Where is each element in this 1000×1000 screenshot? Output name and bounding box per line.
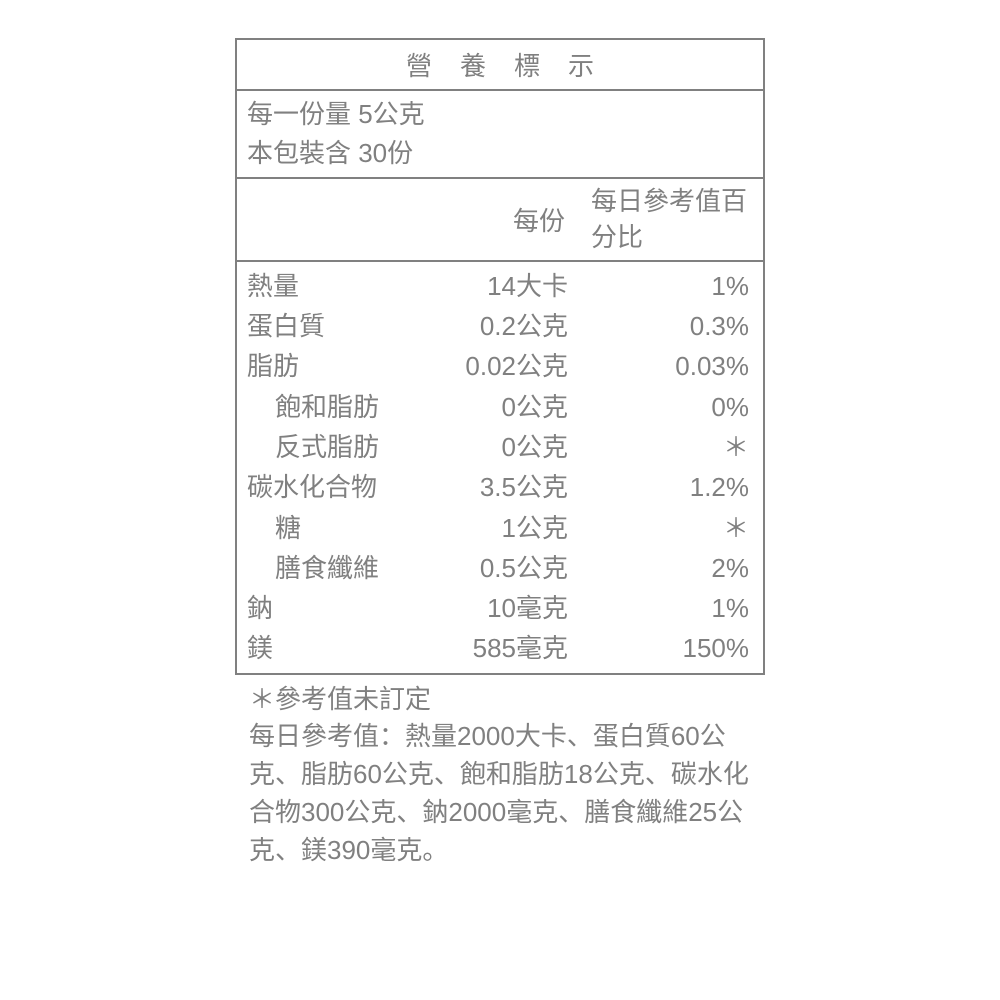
nutrient-percent: 2% bbox=[592, 548, 753, 588]
nutrient-name: 碳水化合物 bbox=[247, 467, 422, 507]
nutrient-name: 鈉 bbox=[247, 588, 422, 628]
nutrient-percent: 150% bbox=[592, 628, 753, 668]
footnotes: ＊參考值未訂定 每日參考值：熱量2000大卡、蛋白質60公克、脂肪60公克、飽和… bbox=[235, 675, 765, 869]
nutrient-value: 585毫克 bbox=[422, 628, 592, 668]
header-col-nutrient bbox=[237, 179, 417, 260]
nutrient-row: 反式脂肪0公克＊ bbox=[237, 427, 763, 467]
nutrient-row: 熱量14大卡1% bbox=[237, 266, 763, 306]
nutrient-value: 3.5公克 bbox=[422, 467, 592, 507]
nutrient-percent: 1.2% bbox=[592, 467, 753, 507]
table-title: 營養標示 bbox=[237, 40, 763, 91]
nutrient-row: 飽和脂肪0公克0% bbox=[237, 387, 763, 427]
nutrition-facts-container: 營養標示 每一份量 5公克 本包裝含 30份 每份 每日參考值百分比 熱量14大… bbox=[235, 38, 765, 869]
nutrient-name: 糖 bbox=[247, 508, 422, 548]
nutrition-table: 營養標示 每一份量 5公克 本包裝含 30份 每份 每日參考值百分比 熱量14大… bbox=[235, 38, 765, 675]
nutrient-row: 碳水化合物3.5公克1.2% bbox=[237, 467, 763, 507]
nutrient-value: 10毫克 bbox=[422, 588, 592, 628]
nutrient-row: 鈉10毫克1% bbox=[237, 588, 763, 628]
nutrient-percent: ＊ bbox=[592, 427, 753, 467]
nutrient-value: 0.02公克 bbox=[422, 346, 592, 386]
nutrient-value: 0.2公克 bbox=[422, 306, 592, 346]
nutrient-row: 脂肪0.02公克0.03% bbox=[237, 346, 763, 386]
nutrient-percent: 1% bbox=[592, 266, 753, 306]
footnote-daily-values: 每日參考值：熱量2000大卡、蛋白質60公克、脂肪60公克、飽和脂肪18公克、碳… bbox=[249, 718, 755, 869]
nutrient-value: 14大卡 bbox=[422, 266, 592, 306]
servings-per-container: 本包裝含 30份 bbox=[247, 134, 753, 173]
nutrient-name: 飽和脂肪 bbox=[247, 387, 422, 427]
nutrient-value: 0.5公克 bbox=[422, 548, 592, 588]
footnote-asterisk: ＊參考值未訂定 bbox=[249, 681, 755, 719]
header-col-daily-value: 每日參考值百分比 bbox=[587, 179, 763, 260]
nutrient-percent: 0.3% bbox=[592, 306, 753, 346]
nutrient-name: 蛋白質 bbox=[247, 306, 422, 346]
nutrient-value: 0公克 bbox=[422, 387, 592, 427]
column-header-row: 每份 每日參考值百分比 bbox=[237, 179, 763, 262]
nutrient-value: 0公克 bbox=[422, 427, 592, 467]
serving-size: 每一份量 5公克 bbox=[247, 95, 753, 134]
header-col-per-serving: 每份 bbox=[417, 179, 587, 260]
nutrient-row: 膳食纖維0.5公克2% bbox=[237, 548, 763, 588]
nutrient-name: 熱量 bbox=[247, 266, 422, 306]
nutrient-name: 脂肪 bbox=[247, 346, 422, 386]
nutrient-row: 蛋白質0.2公克0.3% bbox=[237, 306, 763, 346]
nutrient-name: 反式脂肪 bbox=[247, 427, 422, 467]
nutrient-row: 糖1公克＊ bbox=[237, 508, 763, 548]
nutrient-value: 1公克 bbox=[422, 508, 592, 548]
serving-info: 每一份量 5公克 本包裝含 30份 bbox=[237, 91, 763, 179]
nutrient-name: 鎂 bbox=[247, 628, 422, 668]
nutrient-percent: ＊ bbox=[592, 508, 753, 548]
nutrient-row: 鎂585毫克150% bbox=[237, 628, 763, 668]
nutrient-name: 膳食纖維 bbox=[247, 548, 422, 588]
nutrient-percent: 0% bbox=[592, 387, 753, 427]
nutrient-percent: 0.03% bbox=[592, 346, 753, 386]
nutrient-rows: 熱量14大卡1%蛋白質0.2公克0.3%脂肪0.02公克0.03%飽和脂肪0公克… bbox=[237, 262, 763, 673]
nutrient-percent: 1% bbox=[592, 588, 753, 628]
